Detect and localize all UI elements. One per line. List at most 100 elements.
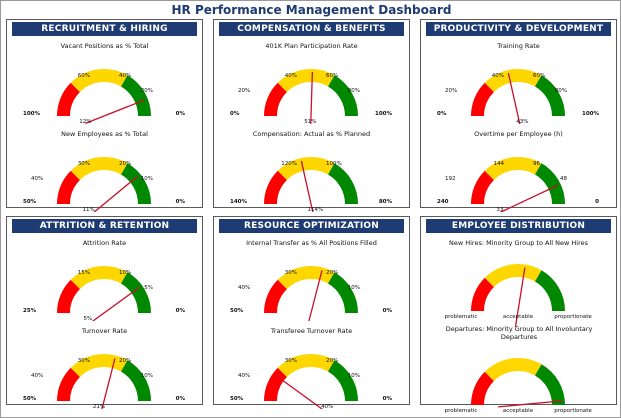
- gauge-tick-label: 80%: [348, 88, 360, 94]
- gauge-needle: [310, 72, 314, 124]
- gauge-title: New Employees as % Total: [61, 130, 148, 138]
- gauge-tick-label: 240: [437, 199, 449, 205]
- panel-header: PRODUCTIVITY & DEVELOPMENT: [426, 22, 611, 36]
- gauge-tick-label: 0%: [437, 111, 447, 117]
- gauge-tick-label: 30%: [78, 161, 90, 167]
- gauge-band-red: [57, 170, 80, 204]
- gauge-band-green: [328, 163, 358, 204]
- gauge-band-yellow: [70, 69, 128, 92]
- gauge-needle: [85, 99, 146, 124]
- gauge-tick-label: 96: [533, 161, 540, 167]
- gauge-value-label: 114%: [307, 207, 323, 212]
- gauge-band-green: [535, 270, 565, 311]
- gauge-band-yellow: [484, 264, 542, 287]
- gauge-needle: [507, 72, 521, 124]
- gauge-vacant-positions: 100% 60% 40% 20% 0% 12%: [23, 69, 185, 124]
- gauge-needle: [514, 267, 526, 327]
- gauge-tick-label: 0%: [176, 199, 186, 205]
- gauge-band-yellow: [70, 266, 128, 289]
- panel-productivity-development: PRODUCTIVITY & DEVELOPMENT Training Rate…: [420, 19, 617, 212]
- gauge-band-red: [471, 277, 494, 311]
- gauge-needle: [91, 286, 140, 321]
- gauge-band-green: [328, 360, 358, 401]
- gauge-tick-label: 10%: [141, 176, 153, 182]
- gauge-title: Compensation: Actual as % Planned: [252, 130, 371, 138]
- panel-employee-distribution: EMPLOYEE DISTRIBUTION New Hires: Minorit…: [420, 216, 617, 413]
- gauge-band-red: [264, 170, 287, 204]
- gauge-tick-label: 40%: [31, 373, 43, 379]
- gauge-internal-transfer: 50% 40% 30% 20% 10% 0%: [230, 266, 393, 321]
- gauge-tick-label: 10%: [141, 373, 153, 379]
- gauge-tick-label: 10%: [348, 285, 360, 291]
- gauge-tick-label: 60%: [78, 73, 90, 79]
- gauge-title: Vacant Positions as % Total: [60, 42, 149, 50]
- gauge-tick-label: 20%: [238, 88, 250, 94]
- gauge-tick-label: 100%: [375, 111, 392, 117]
- gauge-needle: [101, 358, 116, 409]
- gauge-tick-label: 20%: [326, 270, 338, 276]
- gauge-band-red: [471, 82, 494, 116]
- gauge-title: New Hires: Minority Group to All New Hir…: [449, 239, 588, 247]
- gauge-training-rate: 0% 20% 40% 60% 80% 100% 43%: [437, 69, 599, 124]
- gauge-value-label: 40%: [321, 404, 333, 409]
- gauge-band-yellow: [484, 69, 542, 92]
- gauge-tick-label: 0%: [383, 396, 393, 402]
- dashboard-title: HR Performance Management Dashboard: [171, 3, 452, 17]
- gauge-band-red: [264, 367, 287, 401]
- gauge-tick-label: 80%: [555, 88, 567, 94]
- gauge-title: 401K Plan Participation Rate: [265, 42, 358, 50]
- gauge-tick-label: 50%: [230, 396, 244, 402]
- gauge-band-yellow: [277, 157, 335, 180]
- gauge-band-green: [121, 163, 151, 204]
- gauge-band-red: [57, 279, 80, 313]
- gauge-tick-label: 10%: [348, 373, 360, 379]
- gauge-band-yellow: [484, 157, 542, 180]
- gauge-tick-label: 0%: [383, 308, 393, 314]
- gauge-tick-label: 48: [560, 176, 567, 182]
- gauge-tick-label: 192: [445, 176, 456, 182]
- gauge-category-label: problematic: [445, 314, 478, 320]
- gauge-tick-label: 80%: [379, 199, 393, 205]
- gauge-tick-label: 30%: [78, 358, 90, 364]
- gauge-tick-label: 0%: [176, 396, 186, 402]
- gauge-tick-label: 100%: [23, 111, 40, 117]
- panel-header: ATTRITION & RETENTION: [12, 219, 197, 233]
- gauge-category-label: acceptable: [503, 408, 534, 413]
- gauge-category-label: proportionate: [554, 408, 592, 413]
- gauge-band-green: [535, 75, 565, 116]
- gauge-tick-label: 50%: [230, 308, 244, 314]
- panel-resource-optimization: RESOURCE OPTIMIZATION Internal Transfer …: [213, 216, 410, 409]
- gauge-tick-label: 40%: [119, 73, 131, 79]
- gauge-tick-label: 100%: [582, 111, 599, 117]
- gauge-needle: [499, 184, 559, 212]
- gauge-needle: [275, 374, 324, 409]
- gauge-band-red: [57, 82, 80, 116]
- gauge-tick-label: 50%: [23, 396, 37, 402]
- gauge-value-label: 43%: [516, 119, 528, 124]
- gauge-tick-label: 0: [595, 199, 599, 205]
- gauge-category-label: proportionate: [554, 314, 592, 320]
- gauge-band-green: [328, 75, 358, 116]
- gauge-band-yellow: [484, 358, 542, 381]
- gauge-band-yellow: [277, 69, 335, 92]
- gauge-tick-label: 40%: [238, 285, 250, 291]
- gauge-tick-label: 60%: [533, 73, 545, 79]
- gauge-turnover-rate: 50% 40% 30% 20% 10% 0% 21%: [23, 354, 186, 409]
- gauge-tick-label: 30%: [285, 270, 297, 276]
- gauge-tick-label: 140%: [230, 199, 247, 205]
- gauge-tick-label: 20%: [141, 88, 153, 94]
- gauge-band-yellow: [70, 354, 128, 377]
- gauge-band-red: [264, 82, 287, 116]
- gauge-category-label: acceptable: [503, 314, 534, 320]
- gauge-tick-label: 144: [494, 161, 505, 167]
- gauge-needle: [498, 400, 562, 408]
- gauge-title: Departures: Minority Group to All Involu…: [445, 325, 593, 341]
- gauge-band-green: [535, 364, 565, 405]
- gauge-401k-participation: 0% 20% 40% 60% 80% 100% 51%: [230, 69, 392, 124]
- gauge-band-green: [328, 272, 358, 313]
- gauge-tick-label: 20%: [119, 358, 131, 364]
- gauge-band-red: [471, 371, 494, 405]
- gauge-needle: [93, 175, 139, 212]
- gauge-tick-label: 0%: [230, 111, 240, 117]
